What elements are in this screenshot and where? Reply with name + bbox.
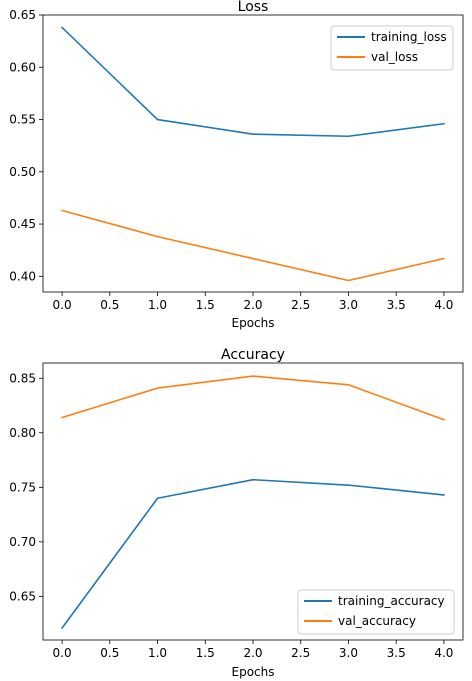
accuracy-legend: training_accuracy val_accuracy (297, 589, 455, 635)
loss-y-tick-label: 0.55 (9, 113, 36, 127)
loss-legend-label-training: training_loss (371, 30, 447, 44)
loss-y-tick-label: 0.65 (9, 8, 36, 22)
accuracy-x-tick-label: 2.0 (243, 646, 262, 660)
loss-x-tick-label: 1.0 (148, 298, 167, 312)
accuracy-x-tick-label: 3.5 (387, 646, 406, 660)
accuracy-y-tick-label: 0.80 (9, 426, 36, 440)
loss-y-tick-label: 0.50 (9, 165, 36, 179)
loss-y-tick-label: 0.60 (9, 60, 36, 74)
accuracy-x-tick-label: 1.5 (196, 646, 215, 660)
accuracy-series-line-val-accuracy (61, 375, 445, 421)
accuracy-chart: Accuracy 0.0 0.5 1.0 1.5 2.0 2.5 3.0 3.5 4.0 0.65… (9, 347, 464, 679)
loss-x-tick-label: 2.5 (291, 298, 310, 312)
accuracy-y-tick-label: 0.75 (9, 480, 36, 494)
loss-legend: training_loss val_loss (330, 25, 454, 71)
loss-legend-label-val: val_loss (371, 50, 418, 64)
loss-x-tick-label: 3.0 (339, 298, 358, 312)
loss-x-tick-label: 3.5 (387, 298, 406, 312)
accuracy-series-line-training-accuracy (60, 478, 445, 630)
loss-x-tick-label: 0.5 (100, 298, 119, 312)
loss-series-line-val-loss (61, 209, 445, 282)
accuracy-legend-box (297, 589, 455, 635)
accuracy-x-axis-label: Epochs (232, 665, 275, 679)
accuracy-x-tick-label: 2.5 (291, 646, 310, 660)
accuracy-y-tick-label: 0.70 (9, 535, 36, 549)
accuracy-legend-label-val: val_accuracy (338, 614, 416, 628)
accuracy-chart-title: Accuracy (221, 347, 285, 363)
loss-chart-title: Loss (238, 0, 269, 15)
loss-x-tick-label: 2.0 (243, 298, 262, 312)
accuracy-x-tick-label: 0.5 (100, 646, 119, 660)
loss-x-tick-label: 1.5 (196, 298, 215, 312)
accuracy-y-tick-label: 0.85 (9, 371, 36, 385)
accuracy-legend-label-training: training_accuracy (338, 594, 445, 608)
loss-chart: Loss 0.0 0.5 1.0 1.5 2.0 2.5 3.0 3.5 4.0 0.40 0.45… (9, 0, 464, 330)
loss-x-tick-label: 4.0 (434, 298, 453, 312)
loss-plot-area: 0.0 0.5 1.0 1.5 2.0 2.5 3.0 3.5 4.0 0.40 0.45 0.50 0… (9, 8, 464, 312)
accuracy-x-tick-label: 0.0 (53, 646, 72, 660)
accuracy-x-tick-label: 1.0 (148, 646, 167, 660)
loss-x-tick-label: 0.0 (53, 298, 72, 312)
accuracy-y-tick-label: 0.65 (9, 589, 36, 603)
loss-x-axis-label: Epochs (232, 316, 275, 330)
loss-y-tick-label: 0.40 (9, 269, 36, 283)
accuracy-plot-area: 0.0 0.5 1.0 1.5 2.0 2.5 3.0 3.5 4.0 0.65 0.70 0.75 0… (9, 362, 464, 660)
loss-series-line-training-loss (60, 26, 445, 138)
accuracy-x-tick-label: 4.0 (434, 646, 453, 660)
loss-y-tick-label: 0.45 (9, 217, 36, 231)
accuracy-x-tick-label: 3.0 (339, 646, 358, 660)
